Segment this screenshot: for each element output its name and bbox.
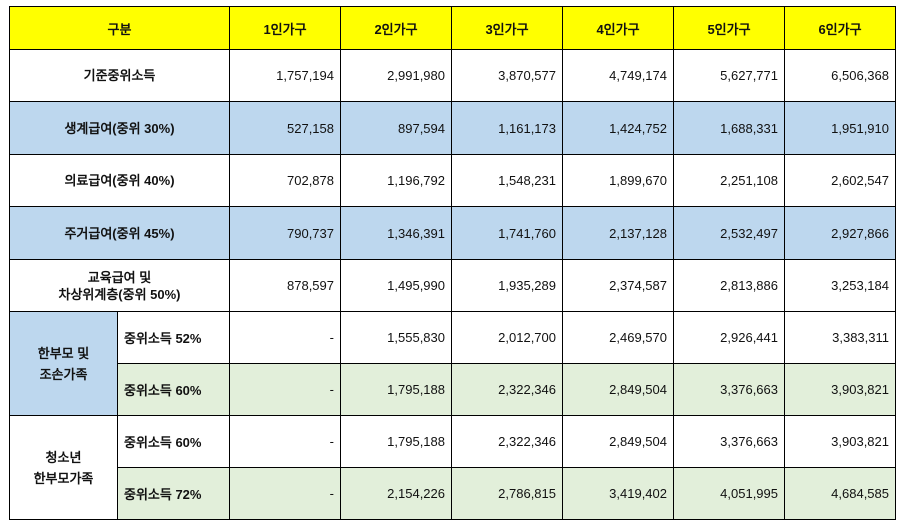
table-cell[interactable]: 1,795,188 <box>340 363 452 416</box>
table-cell[interactable]: 1,346,391 <box>340 206 452 260</box>
header-2-person[interactable]: 2인가구 <box>340 6 452 50</box>
table-cell[interactable]: 527,158 <box>229 101 341 155</box>
table-cell[interactable]: 1,548,231 <box>451 154 563 207</box>
table-cell[interactable]: 1,196,792 <box>340 154 452 207</box>
table-cell[interactable]: 1,899,670 <box>562 154 674 207</box>
row-label[interactable]: 생계급여(중위 30%) <box>9 101 230 155</box>
income-standard-table: 구분 1인가구 2인가구 3인가구 4인가구 5인가구 6인가구 기준중위소득 … <box>9 6 896 520</box>
table-cell[interactable]: 878,597 <box>229 259 341 312</box>
table-cell[interactable]: 3,903,821 <box>784 363 896 416</box>
table-cell[interactable]: 2,849,504 <box>562 363 674 416</box>
table-cell[interactable]: 3,419,402 <box>562 467 674 520</box>
table-cell[interactable]: 2,137,128 <box>562 206 674 260</box>
table-cell[interactable]: 2,926,441 <box>673 311 785 364</box>
table-cell[interactable]: 1,935,289 <box>451 259 563 312</box>
table-cell[interactable]: 1,688,331 <box>673 101 785 155</box>
table-cell[interactable]: 1,951,910 <box>784 101 896 155</box>
group-label-line1: 청소년 <box>45 449 82 465</box>
table-cell[interactable]: 3,870,577 <box>451 49 563 102</box>
table-cell[interactable]: 1,555,830 <box>340 311 452 364</box>
table-cell[interactable]: 3,376,663 <box>673 415 785 468</box>
row-education-benefit: 교육급여 및 차상위계층(중위 50%) 878,597 1,495,990 1… <box>9 259 896 312</box>
row-medical-benefit: 의료급여(중위 40%) 702,878 1,196,792 1,548,231… <box>9 154 896 207</box>
table-cell[interactable]: 1,424,752 <box>562 101 674 155</box>
table-cell[interactable]: 2,849,504 <box>562 415 674 468</box>
row-label[interactable]: 교육급여 및 차상위계층(중위 50%) <box>9 259 230 312</box>
group-label-line2: 한부모가족 <box>33 470 94 486</box>
table-cell[interactable]: 2,469,570 <box>562 311 674 364</box>
table-cell[interactable]: 1,495,990 <box>340 259 452 312</box>
table-cell[interactable]: - <box>229 363 341 416</box>
row-living-benefit: 생계급여(중위 30%) 527,158 897,594 1,161,173 1… <box>9 101 896 155</box>
table-cell[interactable]: 2,991,980 <box>340 49 452 102</box>
table-cell[interactable]: 2,786,815 <box>451 467 563 520</box>
row-single-parent-60: 중위소득 60% - 1,795,188 2,322,346 2,849,504… <box>10 363 896 416</box>
table-cell[interactable]: 4,749,174 <box>562 49 674 102</box>
table-cell[interactable]: 3,903,821 <box>784 415 896 468</box>
header-6-person[interactable]: 6인가구 <box>784 6 896 50</box>
row-youth-single-parent-60: 청소년 한부모가족 중위소득 60% - 1,795,188 2,322,346… <box>9 415 896 520</box>
table-cell[interactable]: 2,154,226 <box>340 467 452 520</box>
table-cell[interactable]: 2,927,866 <box>784 206 896 260</box>
header-3-person[interactable]: 3인가구 <box>451 6 563 50</box>
row-label[interactable]: 의료급여(중위 40%) <box>9 154 230 207</box>
table-cell[interactable]: 3,376,663 <box>673 363 785 416</box>
row-median-income: 기준중위소득 1,757,194 2,991,980 3,870,577 4,7… <box>9 49 896 102</box>
header-category[interactable]: 구분 <box>9 6 230 50</box>
row-single-parent-52: 한부모 및 조손가족 중위소득 52% - 1,555,830 2,012,70… <box>9 311 896 416</box>
table-cell[interactable]: 6,506,368 <box>784 49 896 102</box>
row-label[interactable]: 주거급여(중위 45%) <box>9 206 230 260</box>
table-cell[interactable]: 1,741,760 <box>451 206 563 260</box>
row-label-line2: 차상위계층(중위 50%) <box>58 286 181 302</box>
table-cell[interactable]: 3,383,311 <box>784 311 896 364</box>
table-cell[interactable]: - <box>229 311 341 364</box>
header-4-person[interactable]: 4인가구 <box>562 6 674 50</box>
sub-label[interactable]: 중위소득 72% <box>117 467 230 520</box>
group-youth-single-parent-label[interactable]: 청소년 한부모가족 <box>9 415 118 520</box>
group-label-line1: 한부모 및 <box>37 345 90 361</box>
table-cell[interactable]: 4,684,585 <box>784 467 896 520</box>
sub-label[interactable]: 중위소득 60% <box>117 415 230 468</box>
table-cell[interactable]: 1,161,173 <box>451 101 563 155</box>
table-cell[interactable]: 790,737 <box>229 206 341 260</box>
row-housing-benefit: 주거급여(중위 45%) 790,737 1,346,391 1,741,760… <box>9 206 896 260</box>
row-label-line1: 교육급여 및 <box>87 269 152 285</box>
table-cell[interactable]: 1,795,188 <box>340 415 452 468</box>
table-cell[interactable]: 1,757,194 <box>229 49 341 102</box>
sub-label[interactable]: 중위소득 52% <box>117 311 230 364</box>
table-cell[interactable]: 897,594 <box>340 101 452 155</box>
table-cell[interactable]: 3,253,184 <box>784 259 896 312</box>
table-cell[interactable]: 702,878 <box>229 154 341 207</box>
table-cell[interactable]: - <box>229 415 341 468</box>
table-cell[interactable]: 4,051,995 <box>673 467 785 520</box>
sub-label[interactable]: 중위소득 60% <box>117 363 230 416</box>
table-cell[interactable]: 2,532,497 <box>673 206 785 260</box>
table-cell[interactable]: 2,251,108 <box>673 154 785 207</box>
table-cell[interactable]: - <box>229 467 341 520</box>
table-cell[interactable]: 2,813,886 <box>673 259 785 312</box>
table-cell[interactable]: 2,012,700 <box>451 311 563 364</box>
header-5-person[interactable]: 5인가구 <box>673 6 785 50</box>
table-cell[interactable]: 2,322,346 <box>451 363 563 416</box>
table-cell[interactable]: 2,374,587 <box>562 259 674 312</box>
header-1-person[interactable]: 1인가구 <box>229 6 341 50</box>
row-youth-single-parent-72: 중위소득 72% - 2,154,226 2,786,815 3,419,402… <box>10 467 896 520</box>
row-label[interactable]: 기준중위소득 <box>9 49 230 102</box>
group-label-line2: 조손가족 <box>39 366 88 382</box>
table-cell[interactable]: 2,322,346 <box>451 415 563 468</box>
table-cell[interactable]: 2,602,547 <box>784 154 896 207</box>
group-single-parent-label[interactable]: 한부모 및 조손가족 <box>9 311 118 416</box>
table-cell[interactable]: 5,627,771 <box>673 49 785 102</box>
header-row: 구분 1인가구 2인가구 3인가구 4인가구 5인가구 6인가구 <box>9 6 896 50</box>
